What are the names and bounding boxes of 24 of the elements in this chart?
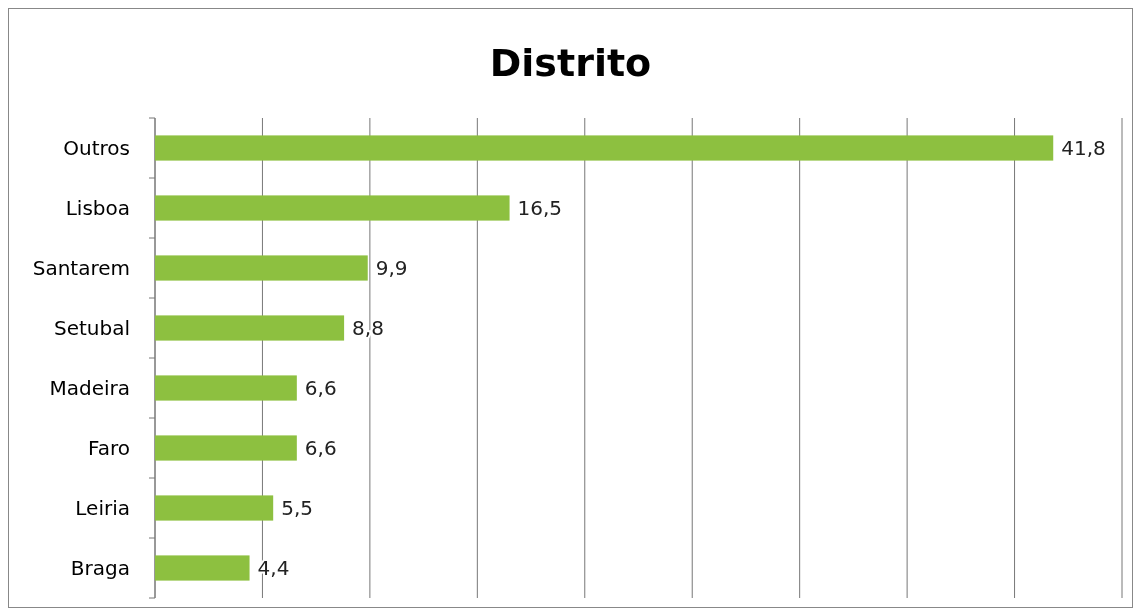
y-tick-label: Madeira — [49, 376, 130, 400]
y-tick-label: Leiria — [75, 496, 130, 520]
data-label: 6,6 — [304, 436, 337, 460]
bar — [155, 255, 368, 281]
y-tick-label: Outros — [63, 136, 130, 160]
data-label: 8,8 — [352, 316, 384, 340]
data-label: 16,5 — [517, 196, 563, 220]
y-tick-label: Setubal — [53, 316, 130, 340]
y-tick-label: Braga — [70, 556, 130, 580]
bar — [155, 135, 1054, 161]
y-tick-label: Lisboa — [65, 196, 130, 220]
bar — [155, 555, 250, 581]
data-label: 41,8 — [1061, 136, 1106, 160]
data-label: 9,9 — [375, 256, 408, 280]
data-label: 6,6 — [304, 376, 337, 400]
bar — [155, 495, 274, 521]
chart-title: Distrito — [489, 41, 652, 85]
y-tick-label: Santarem — [32, 256, 130, 280]
bar — [155, 375, 297, 401]
bar — [155, 315, 345, 341]
data-label: 5,5 — [281, 496, 313, 520]
bar — [155, 435, 297, 461]
y-tick-label: Faro — [88, 436, 130, 460]
bar — [155, 195, 510, 221]
